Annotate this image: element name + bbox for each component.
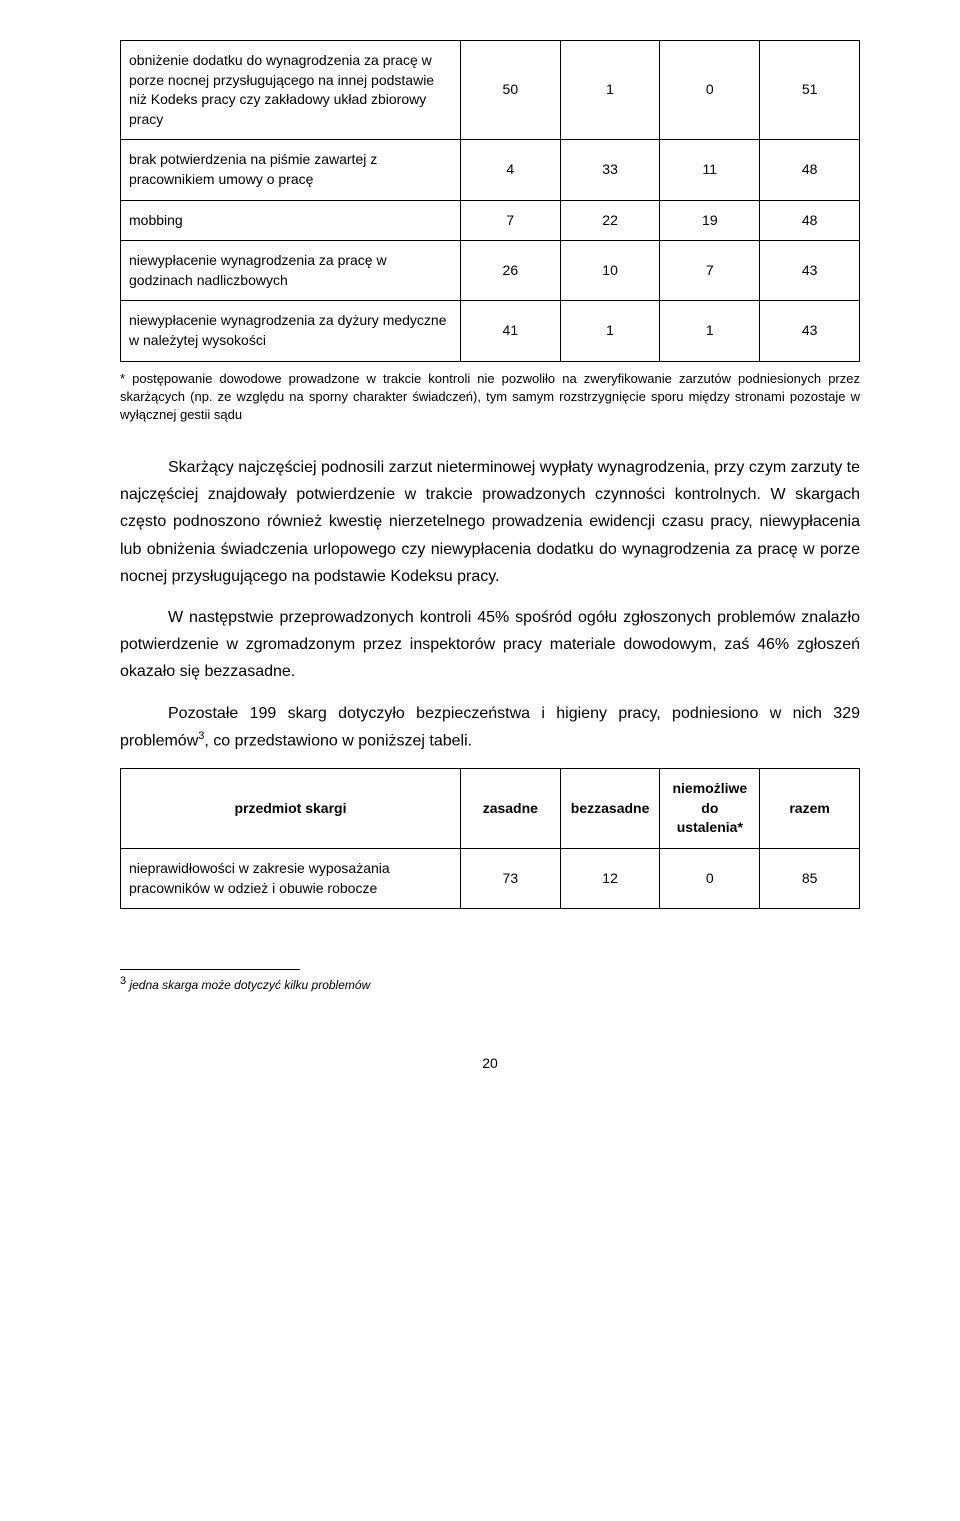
cell-num: 43: [760, 301, 860, 361]
cell-num: 51: [760, 41, 860, 140]
page-number: 20: [120, 1054, 860, 1074]
para3-text-b: , co przedstawiono w poniższej tabeli.: [204, 732, 472, 749]
table-row: obniżenie dodatku do wynagrodzenia za pr…: [121, 41, 860, 140]
paragraph-1: Skarżący najczęściej podnosili zarzut ni…: [120, 454, 860, 590]
cell-desc: nieprawidłowości w zakresie wyposażania …: [121, 849, 461, 909]
cell-desc: brak potwierdzenia na piśmie zawartej z …: [121, 140, 461, 200]
table-1: obniżenie dodatku do wynagrodzenia za pr…: [120, 40, 860, 362]
cell-num: 12: [560, 849, 660, 909]
table-row: brak potwierdzenia na piśmie zawartej z …: [121, 140, 860, 200]
table-row: niewypłacenie wynagrodzenia za dyżury me…: [121, 301, 860, 361]
table-row: mobbing 7 22 19 48: [121, 200, 860, 241]
cell-num: 19: [660, 200, 760, 241]
col-header: zasadne: [460, 769, 560, 849]
col-header: przedmiot skargi: [121, 769, 461, 849]
cell-num: 73: [460, 849, 560, 909]
cell-num: 7: [660, 241, 760, 301]
paragraph-2: W następstwie przeprowadzonych kontroli …: [120, 604, 860, 686]
cell-num: 48: [760, 140, 860, 200]
table-row: niewypłacenie wynagrodzenia za pracę w g…: [121, 241, 860, 301]
paragraph-3: Pozostałe 199 skarg dotyczyło bezpieczeń…: [120, 700, 860, 755]
cell-num: 0: [660, 849, 760, 909]
cell-num: 1: [560, 41, 660, 140]
cell-num: 22: [560, 200, 660, 241]
cell-num: 11: [660, 140, 760, 200]
table-2: przedmiot skargi zasadne bezzasadne niem…: [120, 768, 860, 909]
cell-num: 48: [760, 200, 860, 241]
cell-num: 41: [460, 301, 560, 361]
footnote-star: * postępowanie dowodowe prowadzone w tra…: [120, 370, 860, 425]
cell-num: 85: [760, 849, 860, 909]
col-header: razem: [760, 769, 860, 849]
cell-desc: niewypłacenie wynagrodzenia za pracę w g…: [121, 241, 461, 301]
cell-num: 1: [560, 301, 660, 361]
cell-num: 43: [760, 241, 860, 301]
cell-num: 26: [460, 241, 560, 301]
cell-num: 7: [460, 200, 560, 241]
cell-num: 10: [560, 241, 660, 301]
bottom-footnote: 3 jedna skarga może dotyczyć kilku probl…: [120, 974, 860, 994]
table-row: nieprawidłowości w zakresie wyposażania …: [121, 849, 860, 909]
cell-num: 0: [660, 41, 760, 140]
cell-num: 4: [460, 140, 560, 200]
cell-desc: niewypłacenie wynagrodzenia za dyżury me…: [121, 301, 461, 361]
cell-desc: obniżenie dodatku do wynagrodzenia za pr…: [121, 41, 461, 140]
footnote-separator: [120, 969, 300, 970]
col-header: niemożliwe do ustalenia*: [660, 769, 760, 849]
footnote-text: jedna skarga może dotyczyć kilku problem…: [126, 978, 370, 992]
cell-desc: mobbing: [121, 200, 461, 241]
cell-num: 50: [460, 41, 560, 140]
table-header-row: przedmiot skargi zasadne bezzasadne niem…: [121, 769, 860, 849]
col-header: bezzasadne: [560, 769, 660, 849]
cell-num: 33: [560, 140, 660, 200]
cell-num: 1: [660, 301, 760, 361]
